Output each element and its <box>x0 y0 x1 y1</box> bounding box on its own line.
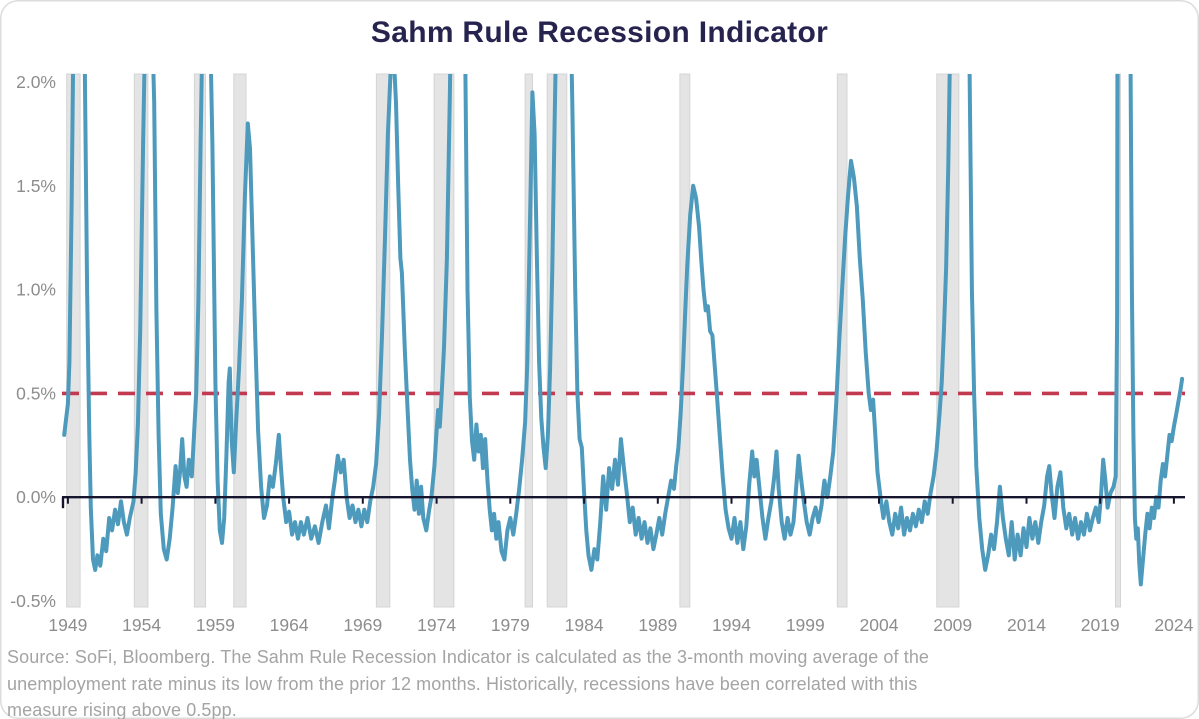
x-axis-label: 1954 <box>122 615 161 635</box>
x-axis-label: 2024 <box>1154 615 1193 635</box>
x-axis-label: 2004 <box>860 615 899 635</box>
x-axis-label: 1969 <box>343 615 382 635</box>
x-axis-label: 2014 <box>1007 615 1046 635</box>
x-axis-label: 1949 <box>48 615 87 635</box>
y-axis-label: 0.5% <box>16 383 56 403</box>
x-axis-label: 2009 <box>933 615 972 635</box>
y-axis-label: 1.5% <box>16 176 56 196</box>
x-axis-label: 1984 <box>565 615 604 635</box>
x-axis-label: 1959 <box>196 615 235 635</box>
x-axis-label: 1989 <box>638 615 677 635</box>
y-axis-label: -0.5% <box>10 591 56 611</box>
x-axis-label: 1994 <box>712 615 751 635</box>
sahm-indicator-line <box>62 74 1185 587</box>
source-note: Source: SoFi, Bloomberg. The Sahm Rule R… <box>7 647 930 719</box>
y-axis-label: 0.0% <box>16 487 56 507</box>
x-axis-label: 1974 <box>417 615 456 635</box>
x-axis-label: 1999 <box>786 615 825 635</box>
x-axis-label: 1964 <box>270 615 309 635</box>
y-axis-label: 1.0% <box>16 280 56 300</box>
x-axis-label: 2019 <box>1081 615 1120 635</box>
y-axis-label: 2.0% <box>16 72 56 92</box>
chart-title: Sahm Rule Recession Indicator <box>370 16 829 49</box>
x-axis-label: 1979 <box>491 615 530 635</box>
